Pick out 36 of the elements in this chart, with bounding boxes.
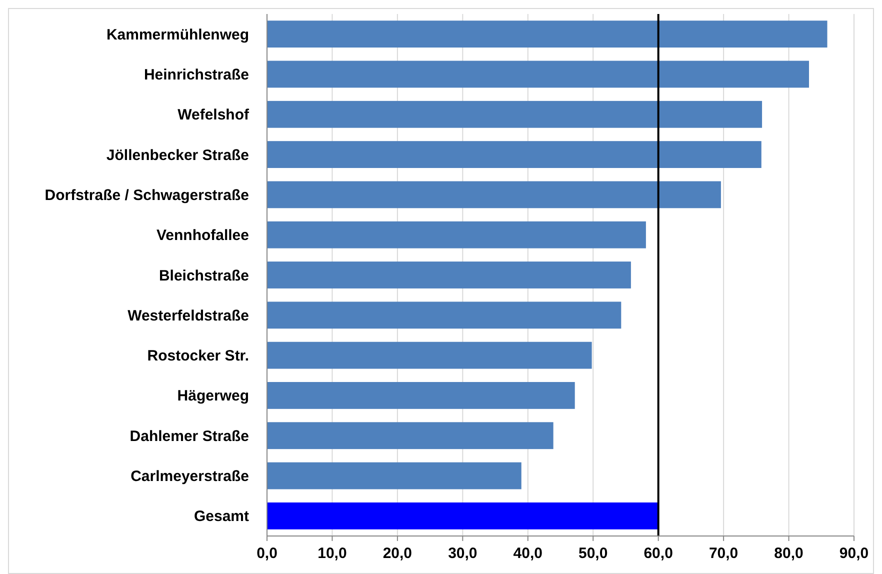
y-tick-label: Vennhofallee <box>156 227 249 244</box>
bar <box>267 302 622 329</box>
y-tick-label: Dahlemer Straße <box>130 428 249 445</box>
x-tick-label: 30,0 <box>448 545 478 562</box>
bar <box>267 141 762 168</box>
bar <box>267 262 631 288</box>
x-tick-label: 40,0 <box>513 545 542 562</box>
x-tick-label: 50,0 <box>578 545 608 562</box>
y-tick-label: Jöllenbecker Straße <box>106 146 249 164</box>
x-tick-label: 0,0 <box>256 545 278 562</box>
x-tick-label: 70,0 <box>708 545 738 562</box>
y-tick-label: Heinrichstraße <box>144 66 249 84</box>
bar <box>267 502 658 530</box>
x-tick-label: 90,0 <box>839 545 869 562</box>
bar <box>267 60 809 88</box>
y-tick-label: Dorfstraße / Schwagerstraße <box>44 186 249 204</box>
y-tick-label: Kammermühlenweg <box>106 26 249 44</box>
x-tick-label: 10,0 <box>318 545 347 562</box>
bar <box>267 342 592 369</box>
x-tick-label: 20,0 <box>382 545 412 562</box>
y-tick-label: Bleichstraße <box>158 267 249 284</box>
y-tick-label: Carlmeyerstraße <box>130 468 249 486</box>
y-tick-label: Wefelshof <box>178 106 250 124</box>
x-tick-label: 60,0 <box>644 545 673 562</box>
bar <box>267 20 828 48</box>
y-tick-label: Hägerweg <box>177 388 249 405</box>
y-tick-label: Gesamt <box>194 508 249 526</box>
bar <box>267 462 522 490</box>
bar <box>267 100 762 128</box>
bar <box>267 382 575 409</box>
bar <box>267 221 646 248</box>
y-tick-label: Rostocker Str. <box>147 348 249 365</box>
y-tick-label: Westerfeldstraße <box>128 307 249 324</box>
x-tick-label: 80,0 <box>774 545 804 562</box>
bar <box>267 181 721 208</box>
bar <box>267 422 554 450</box>
